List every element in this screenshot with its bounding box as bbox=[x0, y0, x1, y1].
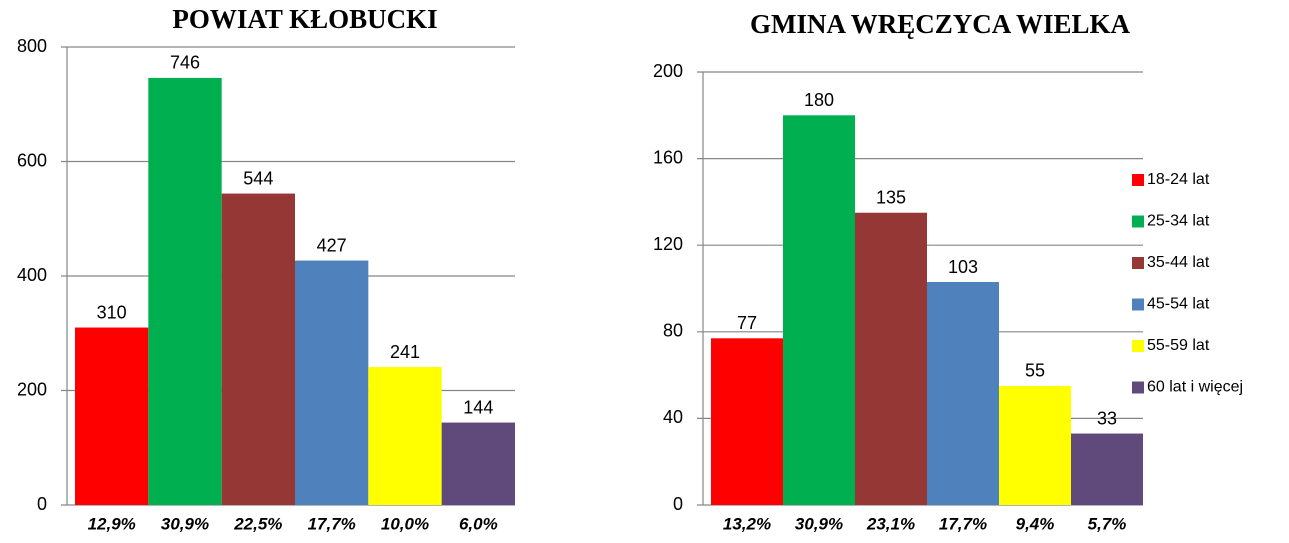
bar bbox=[368, 367, 442, 505]
data-label: 144 bbox=[463, 397, 493, 417]
legend-label: 45-54 lat bbox=[1147, 296, 1210, 313]
bar bbox=[1071, 433, 1143, 505]
y-tick-label: 0 bbox=[673, 494, 683, 514]
data-label: 180 bbox=[804, 90, 834, 110]
chart-title: POWIAT KŁOBUCKI bbox=[172, 4, 437, 34]
bar bbox=[441, 422, 515, 505]
data-label: 310 bbox=[97, 302, 127, 322]
x-tick-label: 22,5% bbox=[233, 514, 282, 533]
bar bbox=[221, 193, 295, 505]
data-label: 746 bbox=[170, 53, 200, 73]
bar bbox=[783, 115, 855, 506]
y-tick-label: 0 bbox=[37, 494, 47, 514]
y-tick-label: 160 bbox=[653, 147, 683, 167]
y-tick-label: 120 bbox=[653, 234, 683, 254]
x-tick-label: 6,0% bbox=[459, 514, 498, 533]
data-label: 103 bbox=[948, 257, 978, 277]
data-label: 427 bbox=[317, 235, 347, 255]
x-tick-label: 17,7% bbox=[939, 514, 987, 533]
bar bbox=[295, 260, 369, 505]
legend-label: 55-59 lat bbox=[1147, 337, 1210, 354]
legend-swatch bbox=[1132, 215, 1144, 228]
bar bbox=[999, 385, 1071, 505]
legend-label: 35-44 lat bbox=[1147, 254, 1210, 271]
chart-title: GMINA WRĘCZYCA WIELKA bbox=[750, 9, 1131, 39]
data-label: 241 bbox=[390, 342, 420, 362]
bar bbox=[711, 338, 783, 505]
x-tick-label: 13,2% bbox=[723, 514, 771, 533]
legend-swatch bbox=[1132, 381, 1144, 394]
y-tick-label: 600 bbox=[17, 150, 47, 170]
y-tick-label: 40 bbox=[663, 407, 683, 427]
y-tick-label: 200 bbox=[17, 379, 47, 399]
data-label: 77 bbox=[737, 313, 757, 333]
y-tick-label: 80 bbox=[663, 321, 683, 341]
y-tick-label: 400 bbox=[17, 265, 47, 285]
legend-swatch bbox=[1132, 298, 1144, 311]
data-label: 135 bbox=[876, 187, 906, 207]
data-label: 55 bbox=[1025, 361, 1045, 381]
legend-swatch bbox=[1132, 257, 1144, 269]
x-tick-label: 23,1% bbox=[866, 514, 915, 533]
legend-label: 25-34 lat bbox=[1147, 213, 1210, 230]
legend-label: 18-24 lat bbox=[1147, 171, 1210, 188]
x-tick-label: 10,0% bbox=[381, 514, 429, 533]
x-tick-label: 12,9% bbox=[88, 514, 136, 533]
bar bbox=[148, 77, 222, 505]
bar bbox=[855, 212, 927, 505]
legend-label: 60 lat i więcej bbox=[1147, 379, 1243, 396]
bar bbox=[75, 327, 149, 505]
data-label: 544 bbox=[243, 168, 273, 188]
legend-swatch bbox=[1132, 174, 1144, 186]
x-tick-label: 30,9% bbox=[161, 514, 209, 533]
data-label: 33 bbox=[1097, 408, 1117, 428]
x-tick-label: 17,7% bbox=[308, 514, 356, 533]
x-tick-label: 9,4% bbox=[1016, 514, 1055, 533]
legend-swatch bbox=[1132, 340, 1144, 352]
y-tick-label: 800 bbox=[17, 36, 47, 56]
x-tick-label: 5,7% bbox=[1088, 514, 1127, 533]
bar bbox=[927, 282, 999, 505]
x-tick-label: 30,9% bbox=[795, 514, 843, 533]
y-tick-label: 200 bbox=[653, 61, 683, 81]
